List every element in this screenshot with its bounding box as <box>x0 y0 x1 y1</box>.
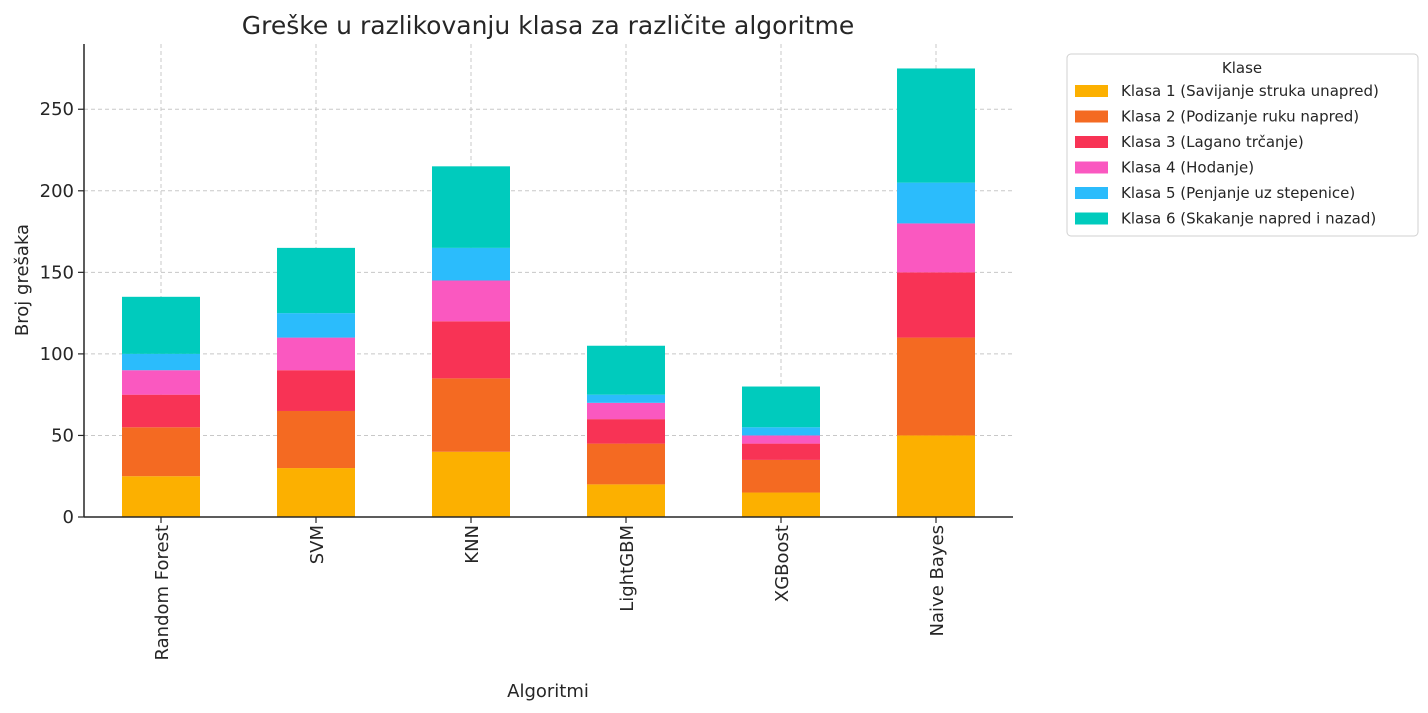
bar-segment-klasa-3 <box>897 272 975 338</box>
bar-segment-klasa-1 <box>432 451 510 517</box>
bar-segment-klasa-4 <box>587 402 665 420</box>
bar-segment-klasa-6 <box>432 166 510 248</box>
x-axis-label: Algoritmi <box>507 681 589 702</box>
bar-segment-klasa-1 <box>277 468 355 517</box>
y-axis-label: Broj grešaka <box>12 224 33 336</box>
bar-segment-klasa-6 <box>587 345 665 395</box>
bar-segment-klasa-6 <box>122 296 200 354</box>
bar-segment-klasa-2 <box>432 378 510 452</box>
x-ticks: Random Forest SVM KNN LightGBM XGBoost Naive … <box>152 517 948 660</box>
bar-segment-klasa-5 <box>122 353 200 371</box>
legend-items: Klasa 1 (Savijanje struka unapred) Klasa … <box>1075 82 1379 228</box>
bar-segment-klasa-5 <box>277 313 355 338</box>
bar-segment-klasa-2 <box>122 427 200 477</box>
legend-label: Klasa 6 (Skakanje napred i nazad) <box>1121 210 1376 228</box>
x-tick-label: Random Forest <box>152 525 173 660</box>
legend-swatch <box>1075 136 1108 148</box>
bar-segment-klasa-2 <box>897 337 975 436</box>
grid-lines <box>84 44 1013 517</box>
bar-segment-klasa-1 <box>897 435 975 517</box>
legend-label: Klasa 4 (Hodanje) <box>1121 159 1254 177</box>
bar-segment-klasa-3 <box>432 321 510 379</box>
bar-segment-klasa-2 <box>277 410 355 469</box>
bar-segment-klasa-3 <box>277 370 355 411</box>
y-tick-label: 150 <box>40 262 74 283</box>
y-tick-label: 250 <box>40 99 74 120</box>
bar-segment-klasa-4 <box>897 223 975 273</box>
bar-segment-klasa-4 <box>277 337 355 371</box>
bars <box>122 68 975 517</box>
bar-segment-klasa-3 <box>742 443 820 460</box>
bar-segment-klasa-2 <box>587 443 665 485</box>
legend-swatch <box>1075 187 1108 199</box>
axes <box>83 44 1013 518</box>
bar-segment-klasa-5 <box>432 247 510 281</box>
legend-label: Klasa 1 (Savijanje struka unapred) <box>1121 82 1379 100</box>
bar-segment-klasa-4 <box>122 370 200 395</box>
legend-label: Klasa 2 (Podizanje ruku napred) <box>1121 108 1359 126</box>
y-tick-label: 100 <box>40 344 74 365</box>
bar-segment-klasa-2 <box>742 459 820 493</box>
bar-segment-klasa-1 <box>587 484 665 517</box>
y-tick-label: 200 <box>40 181 74 202</box>
legend-frame <box>1066 53 1419 237</box>
bar-segment-klasa-6 <box>897 68 975 183</box>
legend-swatch <box>1075 212 1108 225</box>
legend-swatch <box>1075 85 1108 97</box>
bar-segment-klasa-5 <box>897 182 975 224</box>
bar-segment-klasa-1 <box>122 476 200 517</box>
x-tick-label: LightGBM <box>617 525 638 612</box>
y-ticks: 0 50 100 150 200 250 <box>40 99 84 528</box>
x-tick-label: XGBoost <box>772 525 793 602</box>
bar-segment-klasa-6 <box>742 386 820 428</box>
x-tick-label: KNN <box>462 525 483 564</box>
x-tick-label: Naive Bayes <box>927 525 948 636</box>
bar-segment-klasa-6 <box>277 247 355 314</box>
bar-segment-klasa-4 <box>742 435 820 444</box>
legend: Klase Klasa 1 (Savijanje struka unapred)… <box>1066 53 1419 237</box>
bar-segment-klasa-3 <box>122 394 200 428</box>
bar-segment-klasa-4 <box>432 280 510 322</box>
legend-title: Klase <box>1222 59 1262 77</box>
bar-segment-klasa-1 <box>742 492 820 517</box>
y-tick-label: 50 <box>51 425 74 446</box>
chart-title: Greške u razlikovanju klasa za različite… <box>242 11 854 40</box>
bar-segment-klasa-3 <box>587 419 665 444</box>
bar-segment-klasa-5 <box>742 427 820 436</box>
bar-segment-klasa-5 <box>587 394 665 403</box>
legend-label: Klasa 3 (Lagano trčanje) <box>1121 133 1304 151</box>
y-tick-label: 0 <box>63 507 74 528</box>
legend-swatch <box>1075 161 1108 174</box>
legend-label: Klasa 5 (Penjanje uz stepenice) <box>1121 184 1355 202</box>
x-tick-label: SVM <box>307 525 328 564</box>
legend-swatch <box>1075 110 1108 123</box>
